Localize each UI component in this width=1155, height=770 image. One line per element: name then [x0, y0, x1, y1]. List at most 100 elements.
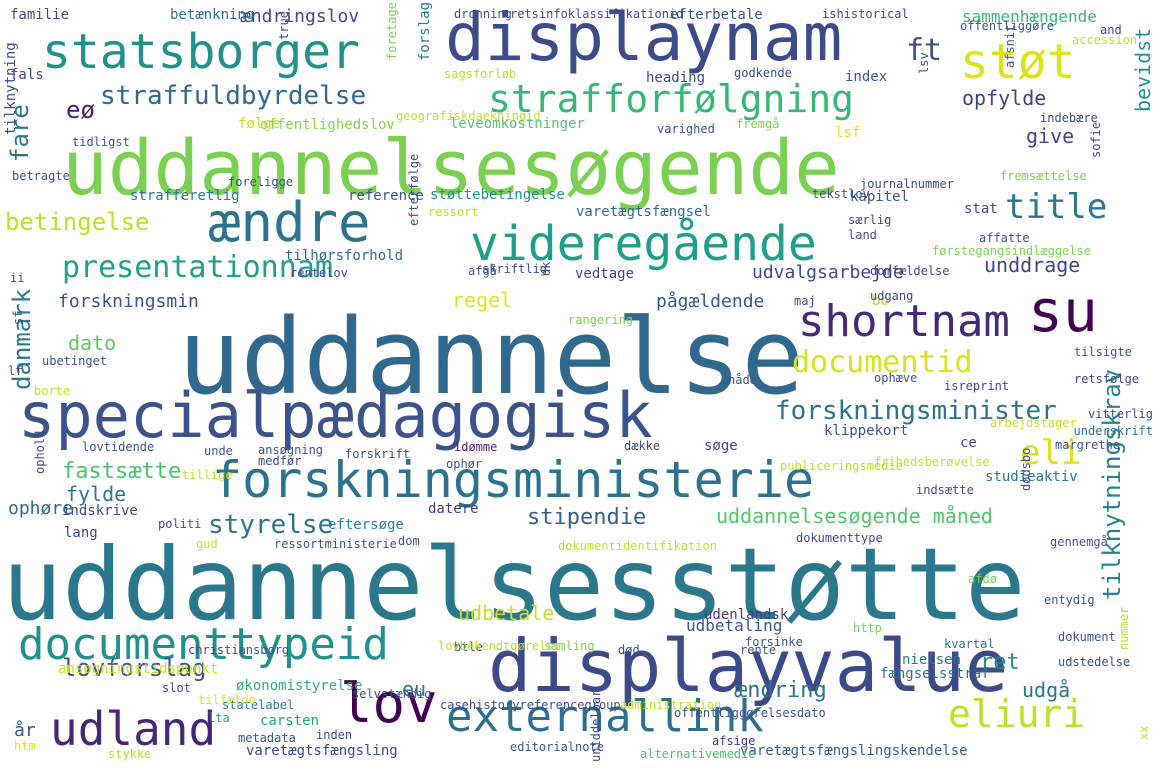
cloud-word: foreligge	[228, 175, 294, 189]
cloud-word: opfylde	[962, 86, 1047, 110]
cloud-word: forskningsministerie	[212, 451, 815, 509]
cloud-word: sofie	[1089, 121, 1103, 158]
cloud-word: dokumenttype	[796, 531, 883, 545]
cloud-word: udgå	[1022, 678, 1071, 702]
cloud-word: efterfølge	[407, 153, 421, 226]
cloud-word: editorialnote	[510, 740, 604, 754]
cloud-word: externallink	[446, 691, 764, 742]
cloud-word: retsinfoklassifikationid	[510, 7, 684, 21]
cloud-word: afgå	[468, 264, 497, 278]
cloud-word: lf	[8, 364, 23, 378]
cloud-word: ubetinget	[42, 354, 108, 368]
cloud-word: lovtidende	[82, 440, 155, 454]
cloud-word: lsf	[835, 125, 861, 141]
cloud-word: su	[1028, 277, 1098, 345]
cloud-word: eli	[1020, 433, 1082, 473]
cloud-word: nåde	[728, 373, 757, 387]
cloud-word: ft	[906, 33, 943, 68]
cloud-word: lsv	[917, 52, 931, 74]
cloud-word: afsige	[712, 734, 756, 748]
cloud-word: ophøre	[8, 498, 74, 519]
cloud-word: lovbekendtgørelse	[438, 639, 561, 653]
cloud-word: dokument	[1058, 630, 1116, 644]
cloud-word: ishistorical	[822, 7, 909, 21]
cloud-word: ressort	[428, 205, 479, 219]
cloud-word: stat	[964, 201, 998, 217]
cloud-word: casehistoryreferencegroup	[440, 698, 621, 712]
cloud-word: følge	[238, 116, 281, 132]
cloud-word: lang	[64, 525, 98, 541]
cloud-word: pågældende	[656, 291, 765, 312]
cloud-word: bo	[872, 293, 889, 309]
cloud-word: vitterlig	[1087, 407, 1153, 421]
cloud-word: lta	[208, 711, 230, 725]
cloud-word: betragte	[12, 169, 70, 183]
cloud-word: kapitel	[850, 189, 910, 205]
cloud-word: tilknytning	[3, 42, 19, 135]
cloud-word: søge	[704, 438, 738, 454]
cloud-word: and	[1100, 23, 1122, 37]
cloud-word: nielsen	[902, 652, 962, 668]
cloud-word: lov	[340, 672, 438, 735]
cloud-word: ce	[960, 435, 977, 451]
cloud-word: forskningsmin	[58, 291, 199, 312]
cloud-word: foretage	[385, 2, 399, 60]
cloud-word: tilsigte	[1074, 345, 1132, 359]
cloud-word: selvstændig	[352, 687, 432, 701]
cloud-word: heading	[646, 70, 706, 86]
cloud-word: inden	[316, 728, 353, 742]
cloud-word: stykke	[108, 747, 152, 761]
cloud-word: ret	[980, 650, 1020, 675]
cloud-word: dække	[624, 439, 661, 453]
cloud-word: udstedelse	[1058, 655, 1131, 669]
cloud-word: entydig	[1044, 593, 1095, 607]
cloud-word: christiansborg	[188, 643, 290, 657]
cloud-word: arbejdstager	[990, 416, 1077, 430]
cloud-word: uddannelsesstøtte	[2, 526, 1026, 643]
cloud-word: tilknytningskrav	[1098, 368, 1126, 600]
cloud-word: strafferetlig	[130, 188, 240, 204]
cloud-word: videregående	[470, 216, 817, 272]
cloud-word: ansøgning	[258, 443, 324, 457]
cloud-word: dronning	[454, 7, 512, 21]
cloud-word: eftersøge	[328, 517, 404, 533]
cloud-word: ændringslov	[240, 6, 360, 27]
cloud-word: reference	[348, 188, 424, 204]
cloud-word: metadata	[238, 731, 296, 745]
cloud-word: unddrage	[984, 253, 1081, 277]
cloud-word: medfør	[258, 454, 302, 468]
cloud-word: publiceringsmedie	[780, 459, 903, 473]
cloud-word: accession	[1072, 33, 1138, 47]
cloud-word: ressortministerie	[274, 537, 397, 551]
cloud-word: indebære	[1040, 111, 1098, 125]
cloud-word: afdø	[968, 572, 997, 586]
cloud-word: statsborger	[42, 24, 360, 80]
cloud-word: særlig	[848, 213, 892, 227]
cloud-word: betingelse	[5, 208, 150, 236]
cloud-word: dokumentidentifikation	[558, 539, 717, 553]
cloud-word: leveomkostninger	[450, 116, 585, 132]
cloud-word: tekstlov	[812, 187, 870, 201]
cloud-word: studieaktiv	[985, 469, 1078, 485]
cloud-word: fals	[10, 67, 44, 83]
cloud-word: førstegangsindlæggelse	[932, 244, 1091, 258]
cloud-word: tilfælde	[198, 693, 256, 707]
cloud-word: borte	[34, 384, 71, 398]
cloud-word: frihedsberøvelse	[874, 455, 990, 469]
cloud-word: udgang	[870, 289, 914, 303]
cloud-word: afsnit	[1003, 24, 1017, 68]
cloud-word: forskrift	[345, 447, 411, 461]
cloud-word: unde	[204, 444, 233, 458]
cloud-word: ændre	[208, 191, 371, 254]
cloud-word: presentationnam	[62, 250, 333, 285]
cloud-word: rentelov	[290, 266, 348, 280]
cloud-word: retsfølge	[1074, 372, 1140, 386]
cloud-word: vedtage	[575, 266, 635, 282]
cloud-word: journalnummer	[860, 177, 954, 191]
cloud-word: støt	[960, 34, 1076, 90]
cloud-word: økonomistyrelse	[236, 678, 363, 694]
cloud-word: uddannelsesøgende	[62, 123, 840, 212]
cloud-word: offentliggørelsesdato	[674, 706, 826, 720]
cloud-word: varetægtsfængsel	[576, 204, 711, 220]
cloud-word: carsten	[260, 713, 320, 729]
